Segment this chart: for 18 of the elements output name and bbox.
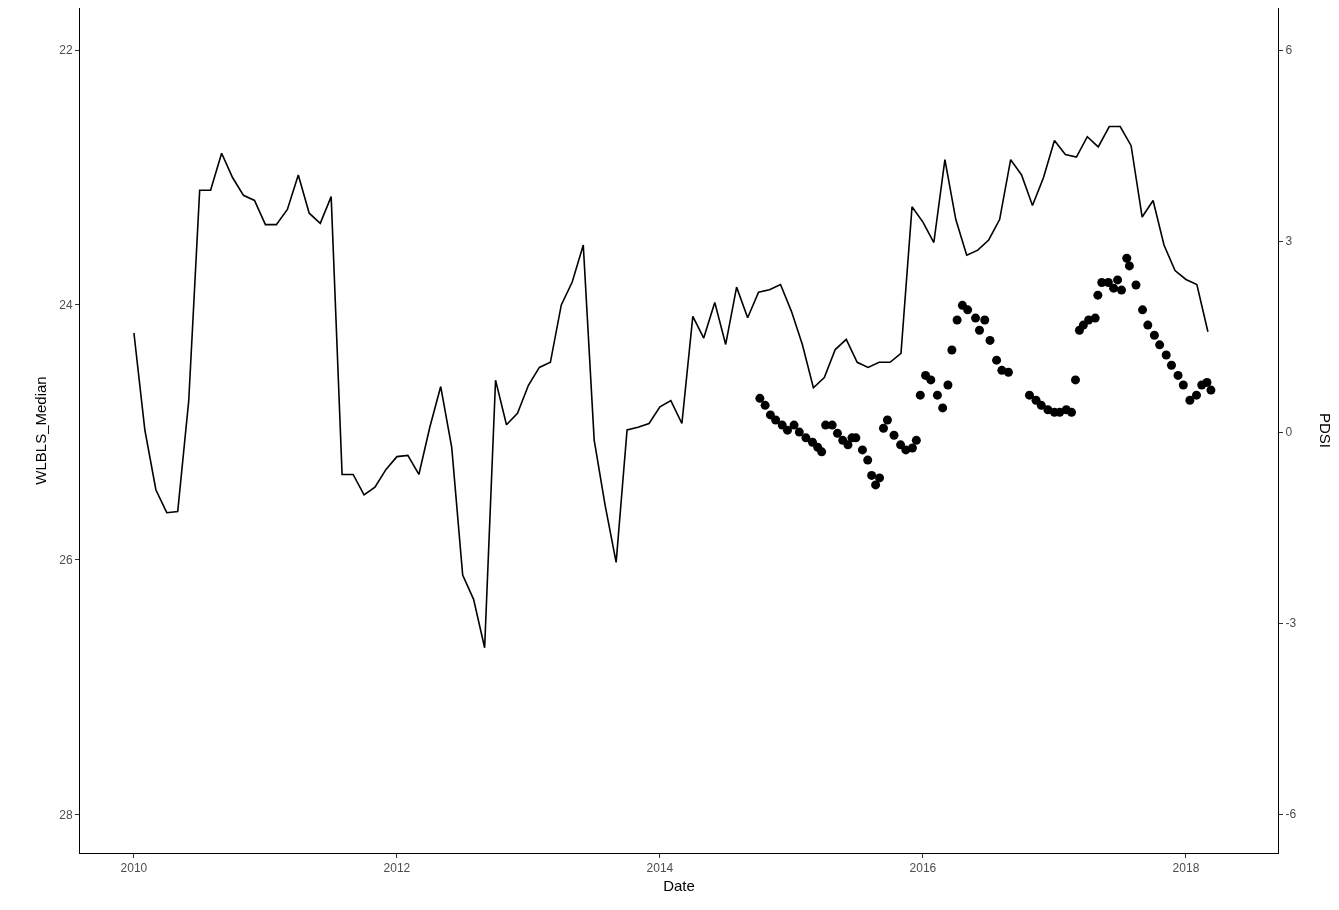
y-tick-label: 28 xyxy=(59,807,73,822)
y-tick-label: 22 xyxy=(59,43,73,58)
y2-tick-label: 3 xyxy=(1285,234,1293,249)
x-axis-title: Date xyxy=(663,877,695,895)
y2-tick-label: -6 xyxy=(1285,807,1297,822)
y-tick-label: 24 xyxy=(59,298,73,313)
y-tick-label: 26 xyxy=(59,553,73,568)
y2-tick-label: 6 xyxy=(1285,43,1293,58)
y2-tick-label: 0 xyxy=(1285,425,1293,440)
x-tick-label: 2010 xyxy=(120,861,148,876)
x-tick-label: 2018 xyxy=(1172,861,1200,876)
y2-tick-label: -3 xyxy=(1285,616,1297,631)
line-series xyxy=(133,125,1209,649)
y-axis-title: WLBLS_Median xyxy=(32,376,50,485)
x-tick-label: 2016 xyxy=(909,861,937,876)
x-tick-label: 2014 xyxy=(646,861,674,876)
x-tick-label: 2012 xyxy=(383,861,411,876)
y2-axis-title: PDSI xyxy=(1317,413,1334,449)
